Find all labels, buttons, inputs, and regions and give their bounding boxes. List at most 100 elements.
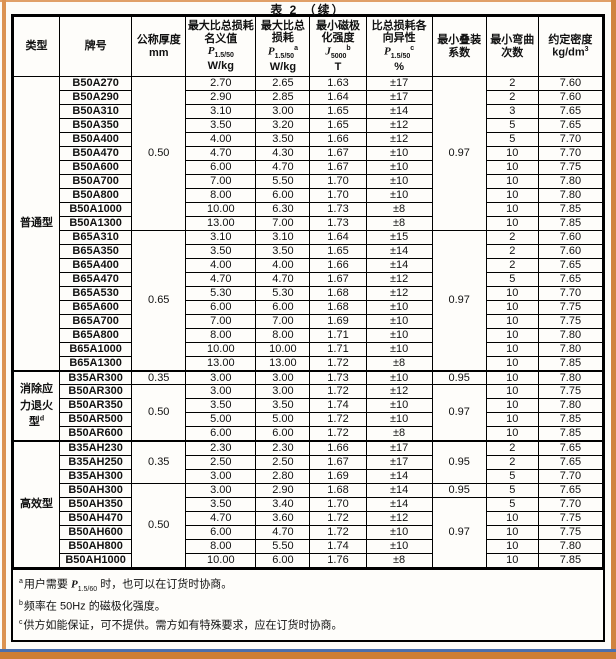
cell-stacking-factor: 0.95	[431, 439, 487, 484]
col-header-loss-max: 最大比总损耗 P1.5/50a W/kg	[255, 16, 311, 77]
cell-anisotropy: ±8	[365, 552, 433, 568]
cell-anisotropy: ±10	[365, 328, 433, 343]
cell-loss-nominal: 10.00	[185, 342, 257, 357]
cell-polarization: 1.72	[309, 426, 367, 442]
cell-grade: B65A530	[59, 286, 133, 301]
table-row: B50AR500 5.00 5.00 1.72 ±10 10 7.85	[14, 412, 604, 428]
cell-grade: B35AH250	[59, 454, 133, 470]
cell-bend-count: 5	[485, 132, 539, 147]
cell-loss-max: 6.30	[255, 202, 311, 217]
cell-anisotropy: ±12	[365, 286, 433, 301]
cell-thickness: 0.35	[131, 369, 187, 386]
cell-bend-count: 10	[485, 412, 539, 428]
cell-loss-max: 3.50	[255, 398, 311, 414]
table-row: B50AH800 8.00 5.50 1.74 ±10 10 7.80	[14, 538, 604, 554]
cell-loss-nominal: 7.00	[185, 174, 257, 189]
cell-bend-count: 10	[485, 355, 539, 372]
cell-bend-count: 10	[485, 369, 539, 386]
cell-grade: B65A1300	[59, 355, 133, 372]
col-header-anisotropy: 比总损耗各向异性 P1.5/50c %	[365, 16, 433, 77]
cell-grade: B50A1300	[59, 216, 133, 231]
cell-polarization: 1.68	[309, 300, 367, 315]
cell-bend-count: 3	[485, 104, 539, 119]
table-row: B50A400 4.00 3.50 1.66 ±12 5 7.70	[14, 132, 604, 147]
cell-anisotropy: ±12	[365, 118, 433, 133]
cell-grade: B50AH350	[59, 496, 133, 512]
cell-grade: B50AR600	[59, 426, 133, 442]
cell-loss-max: 13.00	[255, 355, 311, 372]
cell-grade: B35AH230	[59, 439, 133, 456]
cell-grade: B65A310	[59, 230, 133, 245]
cell-loss-max: 3.40	[255, 496, 311, 512]
cell-loss-nominal: 3.00	[185, 468, 257, 484]
cell-anisotropy: ±14	[365, 244, 433, 259]
cell-polarization: 1.66	[309, 258, 367, 273]
cell-stacking-factor: 0.97	[431, 229, 487, 372]
cell-grade: B65A400	[59, 258, 133, 273]
cell-loss-max: 3.50	[255, 244, 311, 259]
cell-bend-count: 5	[485, 118, 539, 133]
cell-anisotropy: ±12	[365, 384, 433, 400]
cell-loss-max: 5.00	[255, 412, 311, 428]
col-header-stacking-factor: 最小叠装系数	[431, 16, 487, 77]
cell-bend-count: 10	[485, 216, 539, 231]
cell-density: 7.65	[537, 439, 604, 456]
cell-thickness: 0.50	[131, 384, 187, 442]
cell-loss-nominal: 4.70	[185, 146, 257, 161]
cell-density: 7.80	[537, 188, 604, 203]
table-row: B50A310 3.10 3.00 1.65 ±14 3 7.65	[14, 104, 604, 119]
cell-grade: B50A800	[59, 188, 133, 203]
cell-anisotropy: ±17	[365, 454, 433, 470]
cell-loss-max: 2.65	[255, 76, 311, 91]
cell-density: 7.85	[537, 412, 604, 428]
cell-polarization: 1.72	[309, 412, 367, 428]
cell-polarization: 1.65	[309, 244, 367, 259]
cell-anisotropy: ±10	[365, 300, 433, 315]
footnote-b: b频率在 50Hz 的磁极化强度。	[19, 600, 166, 614]
col-header-type: 类型	[12, 16, 61, 77]
cell-density: 7.80	[537, 342, 604, 357]
cell-bend-count: 10	[485, 524, 539, 540]
page-edge-top	[0, 0, 616, 2]
cell-bend-count: 5	[485, 468, 539, 484]
cell-density: 7.85	[537, 552, 604, 568]
cell-grade: B50AR500	[59, 412, 133, 428]
table-row: B50AH600 6.00 4.70 1.72 ±10 10 7.75	[14, 524, 604, 540]
cell-grade: B50AH1000	[59, 552, 133, 568]
cell-density: 7.75	[537, 300, 604, 315]
cell-bend-count: 10	[485, 510, 539, 526]
cell-polarization: 1.69	[309, 468, 367, 484]
cell-bend-count: 10	[485, 314, 539, 329]
cell-polarization: 1.70	[309, 174, 367, 189]
table-row: B50A800 8.00 6.00 1.70 ±10 10 7.80	[14, 188, 604, 203]
cell-grade: B65A1000	[59, 342, 133, 357]
cell-polarization: 1.72	[309, 355, 367, 372]
cell-bend-count: 10	[485, 426, 539, 442]
cell-loss-nominal: 6.00	[185, 426, 257, 442]
cell-density: 7.85	[537, 216, 604, 231]
table-body: 普通型 B50A270 0.50 2.70 2.65 1.63 ±17 0.97 2 7.60 B5…	[12, 75, 604, 568]
cell-loss-nominal: 4.70	[185, 510, 257, 526]
cell-polarization: 1.66	[309, 132, 367, 147]
cell-loss-max: 2.85	[255, 90, 311, 105]
table-row: B50AH350 3.50 3.40 1.70 ±14 0.97 5 7.70	[14, 496, 604, 568]
cell-loss-max: 3.50	[255, 132, 311, 147]
cell-density: 7.80	[537, 174, 604, 189]
cell-density: 7.70	[537, 468, 604, 484]
table-row: B65A530 5.30 5.30 1.68 ±12 10 7.70	[14, 286, 604, 301]
cell-loss-nominal: 3.50	[185, 496, 257, 512]
cell-density: 7.65	[537, 118, 604, 133]
table-row: 高效型 B35AH230 0.35 2.30 2.30 1.66 ±17 0.95 2 7.65	[12, 439, 604, 568]
cell-anisotropy: ±10	[365, 398, 433, 414]
cell-polarization: 1.66	[309, 439, 367, 456]
cell-grade: B65A800	[59, 328, 133, 343]
cell-loss-max: 6.00	[255, 426, 311, 442]
col-header-density: 约定密度 kg/dm3	[537, 16, 604, 77]
table-row: 消除应力退火型d B35AR300 0.35 3.00 3.00 1.73 ±10 0.95 1…	[12, 369, 604, 442]
cell-grade: B50AR300	[59, 384, 133, 400]
col-header-bend-count: 最小弯曲次数	[485, 16, 539, 77]
cell-stacking-factor: 0.97	[431, 76, 487, 231]
table-row: 普通型 B50A270 0.50 2.70 2.65 1.63 ±17 0.97 2 7.60	[12, 75, 604, 372]
cell-polarization: 1.72	[309, 384, 367, 400]
cell-anisotropy: ±17	[365, 90, 433, 105]
